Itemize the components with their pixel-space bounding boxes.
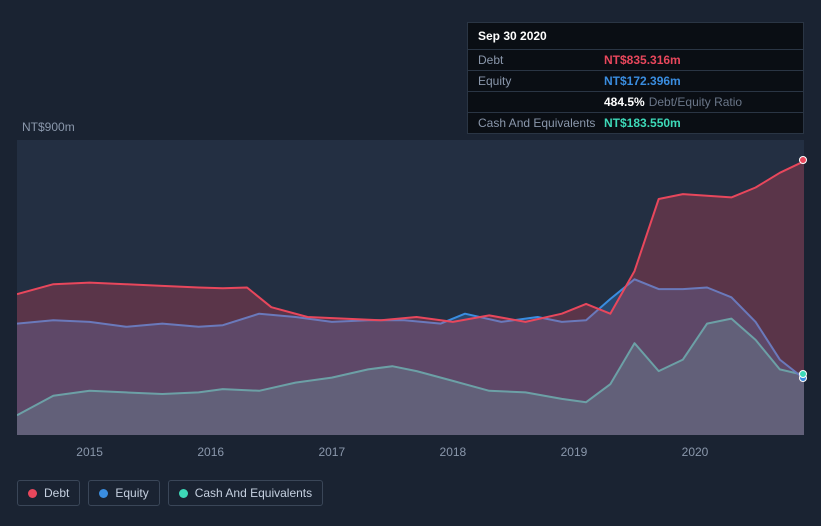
marker-cash-and-equivalents [799, 370, 807, 378]
x-tick-label: 2017 [318, 445, 345, 459]
tooltip-row: DebtNT$835.316m [468, 50, 803, 71]
tooltip-row-label [478, 95, 604, 109]
tooltip-ratio-text: Debt/Equity Ratio [649, 95, 742, 109]
legend-label: Debt [44, 486, 69, 500]
x-axis: 2015 2016 2017 2018 2019 2020 [17, 445, 804, 465]
x-tick-label: 2018 [440, 445, 467, 459]
tooltip-row-label: Equity [478, 74, 604, 88]
legend-label: Cash And Equivalents [195, 486, 312, 500]
area-chart-svg [17, 140, 804, 435]
legend-item-equity[interactable]: Equity [88, 480, 159, 506]
y-axis-max-label: NT$900m [22, 120, 75, 134]
chart-legend: Debt Equity Cash And Equivalents [17, 480, 323, 506]
x-tick-label: 2016 [197, 445, 224, 459]
area-debt [17, 161, 804, 435]
tooltip-row: 484.5% Debt/Equity Ratio [468, 92, 803, 113]
tooltip-row-label: Debt [478, 53, 604, 67]
tooltip-row-value: NT$172.396m [604, 74, 681, 88]
tooltip-row: Cash And EquivalentsNT$183.550m [468, 113, 803, 133]
legend-dot-icon [179, 489, 188, 498]
legend-label: Equity [115, 486, 148, 500]
chart-tooltip: Sep 30 2020 DebtNT$835.316mEquityNT$172.… [467, 22, 804, 134]
tooltip-date: Sep 30 2020 [468, 23, 803, 50]
chart-plot-area[interactable] [17, 140, 804, 435]
legend-dot-icon [28, 489, 37, 498]
tooltip-ratio: 484.5% Debt/Equity Ratio [604, 95, 742, 109]
tooltip-row-value: NT$835.316m [604, 53, 681, 67]
x-tick-label: 2020 [682, 445, 709, 459]
legend-item-debt[interactable]: Debt [17, 480, 80, 506]
tooltip-row: EquityNT$172.396m [468, 71, 803, 92]
x-tick-label: 2019 [561, 445, 588, 459]
x-tick-label: 2015 [76, 445, 103, 459]
legend-dot-icon [99, 489, 108, 498]
tooltip-ratio-value: 484.5% [604, 95, 645, 109]
marker-debt [799, 156, 807, 164]
legend-item-cash-and-equivalents[interactable]: Cash And Equivalents [168, 480, 323, 506]
tooltip-row-value: NT$183.550m [604, 116, 681, 130]
tooltip-row-label: Cash And Equivalents [478, 116, 604, 130]
